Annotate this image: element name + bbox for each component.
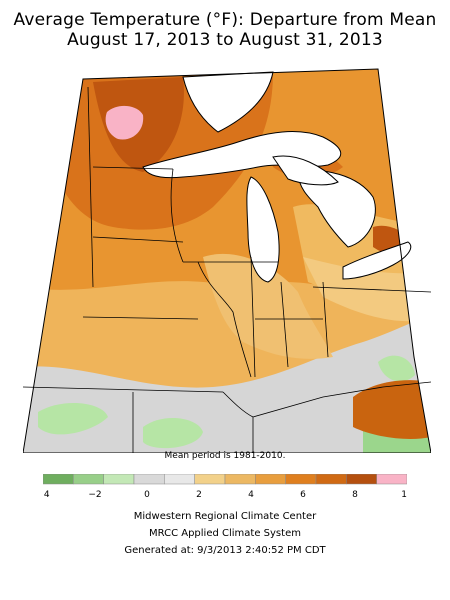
legend-swatch [346, 474, 377, 485]
legend-tick-label: 8 [352, 490, 358, 500]
legend-tick-label: −2 [88, 490, 101, 500]
temperature-departure-map [23, 57, 431, 453]
legend-swatch [315, 474, 347, 485]
legend-swatch [194, 474, 226, 485]
legend-swatch [73, 474, 104, 485]
map-title-line-2: August 17, 2013 to August 31, 2013 [67, 30, 383, 50]
mean-period-note: Mean period is 1981-2010. [164, 451, 286, 461]
footer-system-name: MRCC Applied Climate System [149, 528, 301, 539]
legend-tick-label: −4 [43, 490, 50, 500]
legend-swatch [43, 474, 74, 485]
legend-swatch [376, 474, 407, 485]
legend-swatch [255, 474, 286, 485]
footer-generated-time: Generated at: 9/3/2013 2:40:52 PM CDT [124, 545, 326, 556]
color-legend: −4 −2 0 2 4 6 8 10 [43, 474, 407, 500]
legend-tick-label: 4 [248, 490, 254, 500]
legend-tick-label: 2 [196, 490, 202, 500]
state-borders [23, 86, 431, 453]
legend-tick-label: 0 [144, 490, 150, 500]
legend-tick-label: 10 [401, 490, 407, 500]
canada-region [182, 71, 274, 133]
footer-center-name: Midwestern Regional Climate Center [133, 511, 317, 522]
legend-swatch [224, 474, 256, 485]
legend-swatch [285, 474, 317, 485]
legend-swatch [164, 474, 195, 485]
legend-swatch [133, 474, 165, 485]
map-title-line-1: Average Temperature (°F): Departure from… [13, 10, 437, 30]
legend-tick-label: 6 [300, 490, 306, 500]
legend-swatch [103, 474, 135, 485]
map-outline [23, 68, 431, 453]
great-lakes [142, 131, 412, 283]
